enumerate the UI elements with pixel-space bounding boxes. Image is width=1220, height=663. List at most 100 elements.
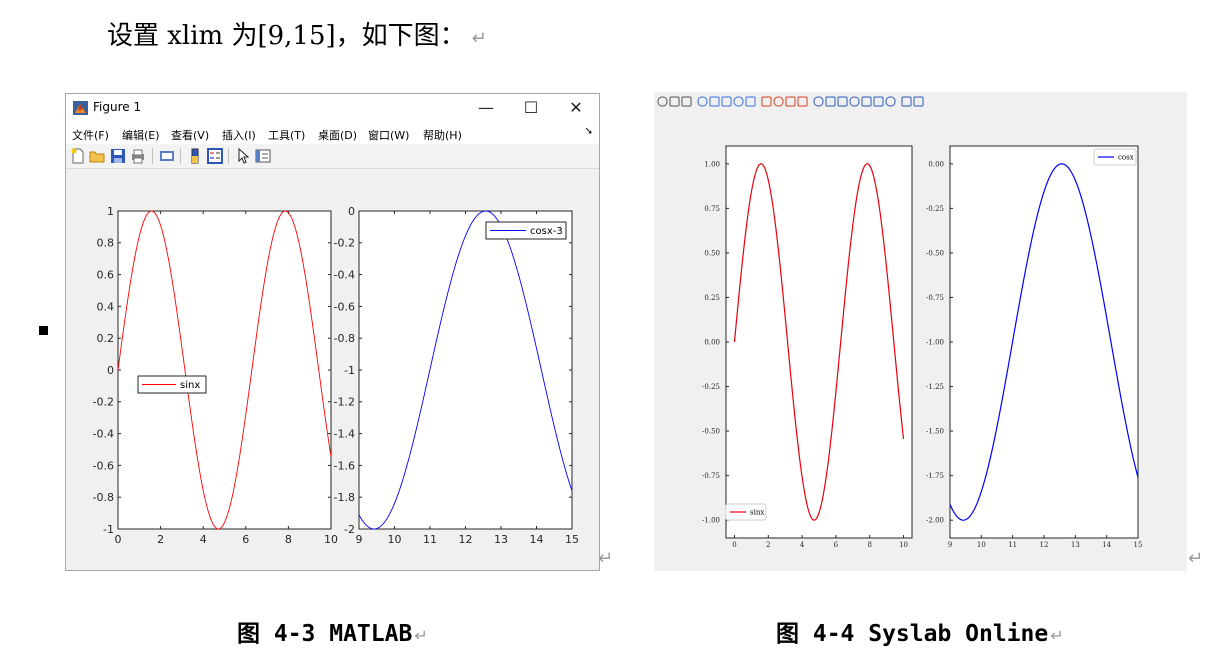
maximize-button[interactable]: ☐ bbox=[523, 98, 539, 117]
x-tick-label: 14 bbox=[530, 533, 544, 546]
copy-icon[interactable] bbox=[669, 96, 680, 107]
x-tick-label: 0 bbox=[115, 533, 122, 546]
y-tick-label: 0.00 bbox=[928, 160, 944, 168]
open-icon[interactable] bbox=[681, 96, 692, 107]
y-tick-label: -1.4 bbox=[334, 427, 355, 440]
y-tick-label: 0.50 bbox=[704, 249, 720, 257]
menu-help[interactable]: 帮助(H) bbox=[423, 129, 462, 142]
x-tick-label: 15 bbox=[565, 533, 579, 546]
toolbar-separator bbox=[228, 148, 229, 164]
y-tick-label: -1.00 bbox=[926, 338, 944, 346]
menu-edit[interactable]: 编辑(E) bbox=[122, 129, 160, 142]
series-line-cosx-3 bbox=[358, 210, 573, 530]
y-tick-label: 0.00 bbox=[704, 338, 720, 346]
menu-desktop[interactable]: 桌面(D) bbox=[318, 129, 358, 142]
y-tick-label: -0.6 bbox=[93, 459, 114, 472]
zoom-in-icon[interactable] bbox=[709, 96, 720, 107]
minimize-button[interactable]: — bbox=[478, 98, 494, 117]
text-arrow-icon[interactable] bbox=[885, 96, 896, 107]
y-tick-label: -1.6 bbox=[334, 459, 355, 472]
menu-window[interactable]: 窗口(W) bbox=[368, 129, 410, 142]
y-tick-label: -1.2 bbox=[334, 396, 355, 409]
y-tick-label: -0.25 bbox=[926, 205, 944, 213]
data-cursor-icon[interactable] bbox=[761, 96, 772, 107]
matlab-logo-icon bbox=[73, 101, 88, 115]
back-icon[interactable] bbox=[733, 96, 744, 107]
grid-icon[interactable] bbox=[785, 96, 796, 107]
title-bar[interactable]: Figure 1 — ☐ ✕ bbox=[66, 94, 599, 122]
y-tick-label: -0.75 bbox=[702, 472, 720, 480]
property-editor-icon[interactable] bbox=[255, 148, 271, 164]
ellipse-icon[interactable] bbox=[837, 96, 848, 107]
x-tick-label: 10 bbox=[324, 533, 338, 546]
line-icon[interactable] bbox=[849, 96, 860, 107]
menu-view[interactable]: 查看(V) bbox=[171, 129, 210, 142]
x-tick-label: 6 bbox=[242, 533, 249, 546]
y-tick-label: 0 bbox=[107, 364, 114, 377]
axes-box bbox=[949, 145, 1139, 539]
syslab-toolbar bbox=[657, 96, 924, 107]
y-tick-label: -1 bbox=[103, 523, 114, 536]
matlab-figure-window: Figure 1 — ☐ ✕ 文件(F) 编辑(E) 查看(V) 插入(I) 工… bbox=[65, 93, 600, 571]
legend-box bbox=[1093, 148, 1137, 166]
zoom-fit-icon[interactable] bbox=[721, 96, 732, 107]
figure-toolbar bbox=[66, 144, 599, 169]
x-tick-label: 10 bbox=[977, 541, 986, 549]
open-file-icon[interactable] bbox=[89, 148, 105, 164]
pan-icon[interactable] bbox=[697, 96, 708, 107]
figure-caption-matlab: 图 4-3 MATLAB ↵ bbox=[237, 614, 428, 648]
save-icon[interactable] bbox=[110, 148, 126, 164]
y-tick-label: -0.2 bbox=[93, 396, 114, 409]
print-preview-icon[interactable] bbox=[159, 148, 175, 164]
y-tick-label: 0.2 bbox=[97, 332, 115, 345]
axes-box bbox=[358, 210, 573, 530]
new-icon[interactable] bbox=[657, 96, 668, 107]
series-line-sinx bbox=[733, 163, 905, 521]
y-tick-label: 0.25 bbox=[704, 294, 720, 302]
insert-text-icon[interactable] bbox=[773, 96, 784, 107]
menu-overflow-arrow-icon[interactable]: ➘ bbox=[584, 126, 593, 137]
close-button[interactable]: ✕ bbox=[569, 98, 583, 117]
y-tick-label: -2 bbox=[344, 523, 355, 536]
settings-icon[interactable] bbox=[913, 96, 924, 107]
new-figure-icon[interactable] bbox=[70, 148, 86, 164]
x-tick-label: 9 bbox=[356, 533, 363, 546]
axes-box bbox=[117, 210, 332, 530]
square-icon[interactable] bbox=[825, 96, 836, 107]
intro-paragraph: 设置 xlim 为[9,15]，如下图： ↵ bbox=[107, 16, 487, 59]
forward-icon[interactable] bbox=[745, 96, 756, 107]
caption-text: 图 4-4 Syslab Online bbox=[776, 621, 1049, 647]
legend-label: cosx bbox=[1118, 153, 1134, 161]
legend-icon[interactable] bbox=[797, 96, 808, 107]
print-icon[interactable] bbox=[130, 148, 146, 164]
syslab-figure-panel: 0 2 4 6 8 10 1.00 0.75 0.50 0.25 0.00 -0.25 -0.50 -0.… bbox=[654, 92, 1187, 571]
x-tick-label: 11 bbox=[423, 533, 437, 546]
return-mark: ↵ bbox=[414, 626, 428, 645]
menu-tools[interactable]: 工具(T) bbox=[268, 129, 306, 142]
colorbar-icon[interactable] bbox=[187, 148, 203, 164]
series-line-cosx bbox=[949, 163, 1139, 521]
x-tick-label: 12 bbox=[459, 533, 473, 546]
x-tick-label: 15 bbox=[1134, 541, 1143, 549]
select-pointer-icon[interactable] bbox=[235, 148, 251, 164]
legend-icon[interactable] bbox=[207, 148, 223, 164]
figure-caption-syslab: 图 4-4 Syslab Online ↵ bbox=[776, 614, 1064, 648]
menu-file[interactable]: 文件(F) bbox=[72, 129, 109, 142]
y-tick-label: -0.25 bbox=[702, 383, 720, 391]
x-tick-label: 4 bbox=[200, 533, 207, 546]
select-icon[interactable] bbox=[901, 96, 912, 107]
menu-insert[interactable]: 插入(I) bbox=[222, 129, 256, 142]
legend-label: sinx bbox=[180, 380, 200, 391]
toolbar-separator bbox=[152, 148, 153, 164]
return-mark: ↵ bbox=[598, 548, 614, 569]
double-arrow-icon[interactable] bbox=[873, 96, 884, 107]
y-tick-label: 0.75 bbox=[704, 205, 720, 213]
rectangle-icon[interactable] bbox=[813, 96, 824, 107]
y-tick-label: -0.8 bbox=[334, 332, 355, 345]
y-tick-label: -1.00 bbox=[702, 517, 720, 525]
legend-label: sinx bbox=[750, 508, 764, 516]
y-tick-label: -0.2 bbox=[334, 237, 355, 250]
arrow-icon[interactable] bbox=[861, 96, 872, 107]
y-tick-label: -0.8 bbox=[93, 491, 114, 504]
intro-text: 设置 xlim 为[9,15]，如下图： bbox=[107, 21, 466, 51]
